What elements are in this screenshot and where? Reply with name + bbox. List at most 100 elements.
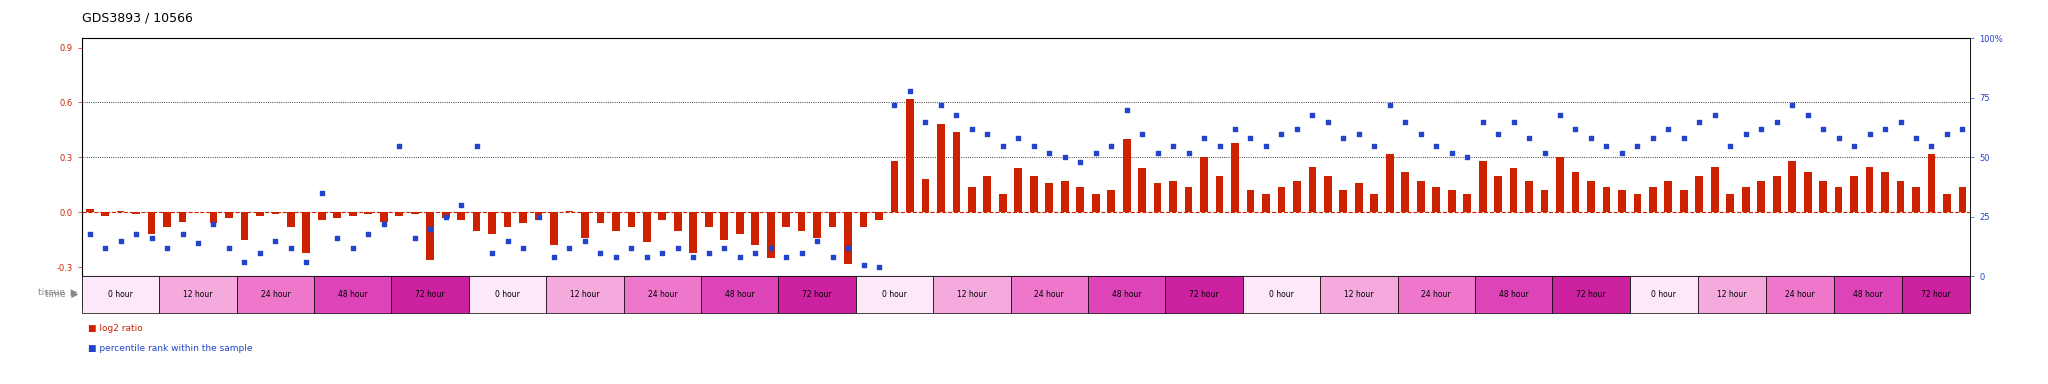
Bar	[1495, 176, 1501, 212]
Bar	[1833, 276, 1903, 313]
Bar	[256, 212, 264, 216]
Bar	[535, 212, 543, 220]
Bar	[365, 212, 373, 214]
Text: ■ log2 ratio: ■ log2 ratio	[88, 324, 143, 333]
Bar	[1710, 167, 1718, 212]
Point	[553, 245, 586, 251]
Point	[1667, 135, 1700, 141]
Point	[1622, 142, 1655, 149]
Bar	[395, 212, 403, 216]
Point	[213, 245, 246, 251]
Bar	[1903, 276, 1970, 313]
Text: kidney: kidney	[1034, 288, 1065, 297]
Text: 24 hour: 24 hour	[1786, 290, 1815, 299]
Bar	[1243, 276, 1321, 313]
Bar	[1556, 157, 1565, 212]
Bar	[1927, 154, 1935, 212]
Bar	[1217, 176, 1223, 212]
Point	[227, 259, 260, 265]
Point	[506, 245, 539, 251]
Point	[678, 254, 711, 260]
Text: 24 hour: 24 hour	[1034, 290, 1065, 299]
Point	[322, 235, 354, 242]
Text: 24 hour: 24 hour	[1421, 290, 1452, 299]
Bar	[1139, 169, 1147, 212]
Point	[537, 254, 569, 260]
Point	[104, 238, 137, 244]
Point	[709, 245, 741, 251]
Point	[614, 245, 647, 251]
Bar	[313, 276, 391, 313]
Bar	[1726, 194, 1735, 212]
Point	[1327, 135, 1360, 141]
Bar	[1262, 194, 1270, 212]
Bar	[1122, 139, 1130, 212]
Point	[1001, 135, 1034, 141]
Bar	[551, 212, 557, 245]
Bar	[625, 276, 700, 313]
Bar	[487, 212, 496, 234]
Point	[1636, 135, 1669, 141]
Point	[1823, 135, 1855, 141]
Bar	[1339, 190, 1348, 212]
Bar	[856, 276, 934, 313]
Bar	[1913, 187, 1919, 212]
Point	[1931, 131, 1964, 137]
Bar	[813, 212, 821, 238]
Bar	[412, 212, 418, 214]
Point	[444, 202, 477, 208]
Point	[1901, 135, 1933, 141]
Bar	[1044, 183, 1053, 212]
Bar	[1475, 276, 1552, 313]
Bar	[272, 212, 279, 214]
Point	[74, 230, 106, 237]
Point	[1683, 119, 1716, 125]
Text: 12 hour: 12 hour	[182, 290, 213, 299]
Bar	[934, 276, 1010, 313]
Point	[1280, 126, 1313, 132]
Text: liver: liver	[266, 288, 285, 297]
Bar	[1849, 176, 1858, 212]
Bar	[700, 276, 778, 313]
Point	[461, 142, 494, 149]
Point	[1745, 126, 1778, 132]
Point	[862, 264, 895, 270]
Bar	[1835, 187, 1843, 212]
Bar	[1010, 276, 1087, 313]
Point	[430, 214, 463, 220]
Point	[1419, 142, 1452, 149]
Bar	[1184, 187, 1192, 212]
Point	[1466, 119, 1499, 125]
Point	[600, 254, 633, 260]
Point	[1202, 142, 1235, 149]
Point	[692, 250, 725, 256]
Bar	[547, 276, 625, 313]
Bar	[891, 161, 899, 212]
Bar	[860, 212, 868, 227]
Bar	[1108, 190, 1114, 212]
Point	[1219, 126, 1251, 132]
Bar	[1417, 181, 1425, 212]
Point	[739, 250, 772, 256]
Bar	[469, 276, 547, 313]
Bar	[1092, 194, 1100, 212]
Point	[1436, 150, 1468, 156]
Point	[1389, 119, 1421, 125]
Bar	[705, 212, 713, 227]
Bar	[1698, 276, 1765, 313]
Bar	[969, 187, 975, 212]
Point	[893, 88, 926, 94]
Bar	[1571, 172, 1579, 212]
Point	[1868, 126, 1901, 132]
Text: ■ percentile rank within the sample: ■ percentile rank within the sample	[88, 344, 252, 353]
Bar	[1165, 276, 1243, 313]
Point	[940, 111, 973, 118]
Bar	[1866, 167, 1874, 212]
Point	[1311, 119, 1343, 125]
Point	[723, 254, 756, 260]
Point	[258, 238, 291, 244]
Bar	[1292, 181, 1300, 212]
Point	[197, 221, 229, 227]
Bar	[379, 212, 387, 222]
Bar	[1014, 169, 1022, 212]
